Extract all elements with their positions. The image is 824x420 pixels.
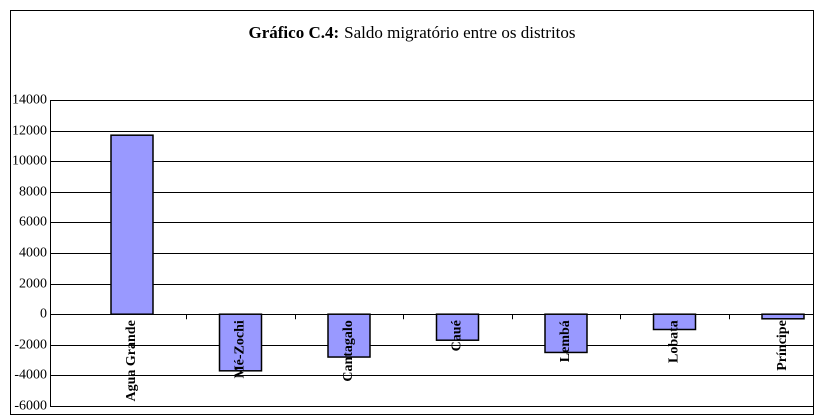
y-tick-label: -2000 — [14, 338, 47, 353]
y-tick-label: 10000 — [12, 154, 47, 169]
y-tick-label: 6000 — [19, 215, 47, 230]
y-tick-label: 2000 — [19, 277, 47, 292]
x-tick-label: Caué — [450, 320, 465, 351]
y-tick-label: 14000 — [12, 93, 47, 108]
bar — [761, 313, 805, 320]
bar — [110, 134, 154, 315]
bar — [327, 313, 371, 358]
y-tick-label: 12000 — [12, 124, 47, 139]
x-tick-label: Lembá — [558, 320, 573, 362]
x-tick-label: Cantagalo — [341, 320, 356, 381]
x-tick-label: Príncipe — [775, 320, 790, 371]
bar — [652, 313, 697, 331]
x-tick-label: Lobata — [667, 320, 682, 363]
title-label: Gráfico C.4: — [249, 23, 340, 42]
y-tick-label: 4000 — [19, 246, 47, 261]
y-tick-label: -6000 — [14, 399, 47, 414]
x-tick-label: Mé-Zochi — [233, 320, 248, 378]
bar — [435, 313, 480, 341]
bar — [218, 313, 263, 372]
bar — [544, 313, 588, 354]
x-tick-label: Agua Grande — [124, 320, 139, 401]
y-tick-label: -4000 — [14, 368, 47, 383]
title-text: Saldo migratório entre os distritos — [344, 23, 575, 42]
y-tick-label: 0 — [40, 307, 47, 322]
chart-title: Gráfico C.4: Saldo migratório entre os di… — [249, 23, 576, 42]
y-tick-label: 8000 — [19, 185, 47, 200]
